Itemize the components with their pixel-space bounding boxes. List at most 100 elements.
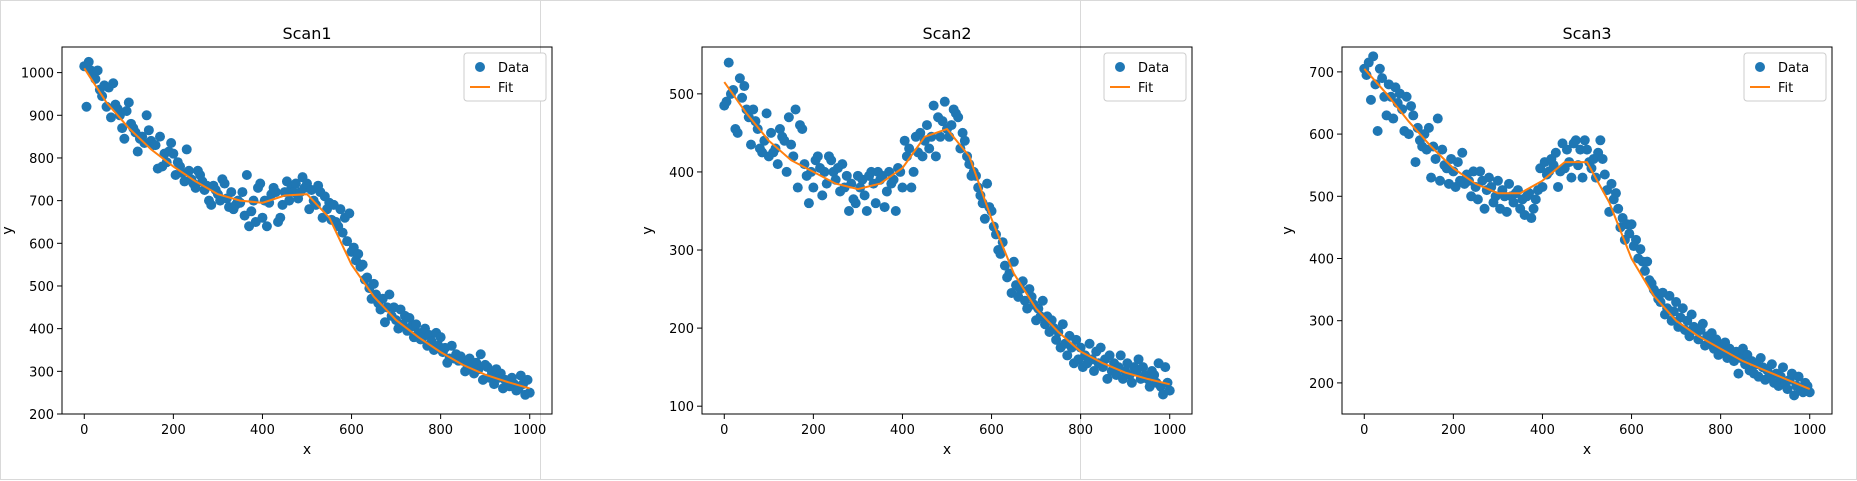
fit-line (83, 67, 530, 390)
data-point (1133, 354, 1144, 365)
y-tick-label: 800 (29, 152, 54, 167)
data-point (826, 155, 837, 166)
data-point (792, 182, 803, 193)
chart-title: Scan3 (1562, 24, 1611, 43)
data-point (761, 108, 772, 119)
x-tick-label: 400 (1530, 423, 1555, 438)
x-tick-label: 600 (1619, 423, 1644, 438)
chart-title: Scan2 (922, 24, 971, 43)
data-point (772, 159, 783, 170)
data-point (770, 143, 781, 154)
x-tick-label: 0 (720, 423, 728, 438)
data-point (317, 212, 328, 223)
data-point (1374, 63, 1385, 74)
data-point (411, 319, 422, 330)
y-tick-label: 100 (669, 400, 694, 415)
y-tick-label: 200 (29, 408, 54, 423)
y-tick-label: 500 (669, 88, 694, 103)
data-point (1624, 228, 1635, 239)
data-point (475, 349, 486, 360)
data-point (1504, 178, 1515, 189)
data-point (132, 146, 143, 157)
data-point (1642, 256, 1653, 267)
data-point (1561, 144, 1572, 155)
data-point (1410, 157, 1421, 168)
data-point (897, 182, 908, 193)
data-point (1037, 295, 1048, 306)
data-point (1492, 175, 1503, 186)
legend: Data Fit (1103, 52, 1187, 102)
data-point (524, 387, 535, 398)
data-point (257, 212, 268, 223)
data-point (935, 131, 946, 142)
chart-panel-scan3: Scan3 0 200 400 600 800 1000 200 300 400 500 600 700… (1280, 24, 1833, 458)
plot-area (719, 57, 1175, 400)
data-point (1457, 147, 1468, 158)
data-point (1671, 297, 1682, 308)
data-point (1164, 385, 1175, 396)
data-point (803, 198, 814, 209)
data-point (275, 212, 286, 223)
data-point (786, 139, 797, 150)
data-point (181, 144, 192, 155)
data-point (1631, 234, 1641, 245)
data-point (1577, 172, 1588, 183)
data-point (1782, 384, 1793, 395)
x-tick-label: 1000 (1793, 423, 1826, 438)
data-point (150, 140, 161, 151)
data-point (1104, 350, 1115, 361)
data-point (881, 186, 892, 197)
data-point (270, 187, 281, 198)
data-point (808, 182, 819, 193)
data-point (1008, 256, 1019, 267)
data-point (1388, 113, 1399, 124)
data-point (999, 260, 1010, 271)
data-point (774, 123, 785, 134)
data-point (734, 73, 745, 84)
data-point (1599, 169, 1610, 180)
data-point (384, 289, 395, 300)
data-point (921, 120, 932, 131)
data-point (1484, 172, 1494, 183)
legend-label-data: Data (498, 61, 529, 76)
data-point (861, 205, 872, 216)
data-point (106, 112, 116, 123)
y-tick-label: 700 (1309, 66, 1334, 81)
data-point (955, 143, 966, 154)
data-point (723, 57, 734, 68)
data-point (435, 332, 446, 343)
y-axis-label: y (1280, 226, 1296, 234)
data-point (261, 221, 272, 232)
data-point (1403, 129, 1414, 140)
data-point (1432, 113, 1443, 124)
data-point (1452, 157, 1463, 168)
data-point (1582, 144, 1592, 155)
data-point (1766, 359, 1777, 370)
data-point (957, 127, 968, 138)
data-point (1412, 122, 1423, 133)
data-point (1595, 135, 1606, 146)
data-point (879, 202, 890, 213)
y-axis-label: y (640, 226, 656, 234)
data-point (1472, 194, 1483, 205)
data-point (953, 112, 964, 123)
data-point (1057, 319, 1068, 330)
data-point (739, 81, 750, 92)
data-point (1664, 290, 1675, 301)
legend-label-fit: Fit (498, 81, 513, 96)
chart-title: Scan1 (282, 24, 331, 43)
data-point (1508, 197, 1519, 208)
y-tick-label: 300 (669, 244, 694, 259)
data-point (899, 135, 910, 146)
data-point (790, 104, 801, 115)
data-point (143, 125, 154, 136)
data-point (337, 227, 348, 238)
data-point (1160, 362, 1171, 373)
data-point (1372, 125, 1383, 136)
data-point (168, 148, 179, 159)
data-point (1386, 91, 1396, 102)
legend-data-marker (1115, 62, 1125, 72)
chart-panel-scan2: Scan2 0 200 400 600 800 1000 100 200 300 400 500 x y D… (640, 24, 1193, 458)
legend-data-marker (475, 62, 485, 72)
